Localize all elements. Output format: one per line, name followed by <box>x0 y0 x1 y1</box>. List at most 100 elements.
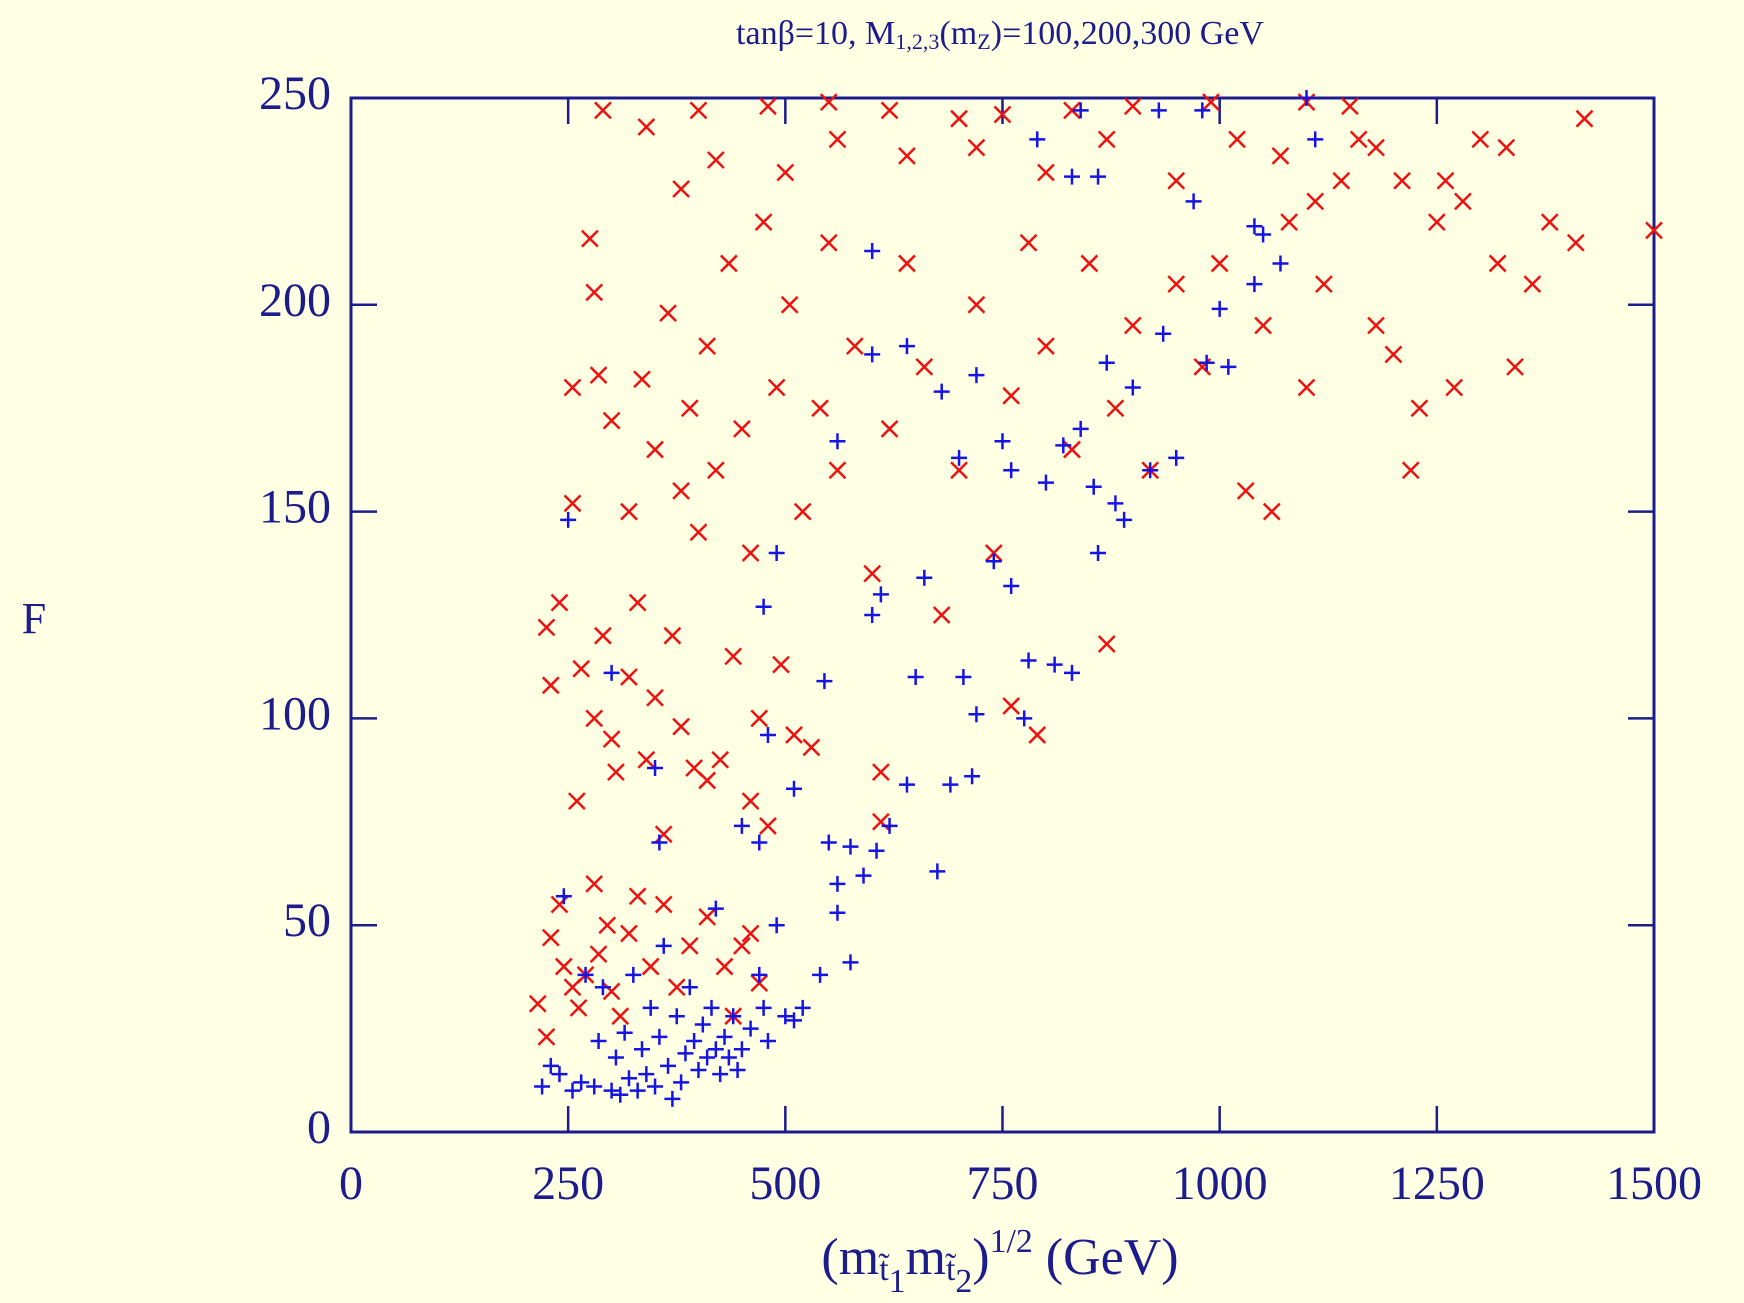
point <box>594 626 612 645</box>
point <box>1167 275 1186 294</box>
point <box>1063 664 1080 681</box>
x-tick-label: 1500 <box>1606 1157 1702 1210</box>
point <box>698 337 717 356</box>
point <box>794 999 811 1016</box>
point <box>537 1027 556 1046</box>
point <box>932 606 951 624</box>
x-label-part: (GeV) <box>1033 1229 1179 1286</box>
y-tick-label: 150 <box>259 481 331 534</box>
chart-title: tanβ=10, M1,2,3(mZ)=100,200,300 GeV <box>736 15 1264 54</box>
point <box>1367 138 1385 157</box>
point <box>689 523 708 542</box>
point <box>725 1008 742 1025</box>
point <box>819 233 838 252</box>
x-label-part: m <box>905 1229 945 1286</box>
point <box>711 750 730 769</box>
point <box>1211 300 1228 317</box>
point <box>1106 399 1125 418</box>
point <box>742 1020 759 1037</box>
point <box>1124 379 1141 396</box>
point <box>898 254 916 273</box>
point <box>759 97 777 116</box>
point <box>681 979 698 996</box>
point <box>1055 437 1072 454</box>
point <box>828 130 847 149</box>
point <box>594 979 611 996</box>
point <box>577 966 594 983</box>
point <box>755 598 772 615</box>
point <box>993 105 1012 124</box>
point <box>664 1090 681 1107</box>
point <box>1194 102 1211 119</box>
point <box>563 494 582 513</box>
point <box>786 780 803 797</box>
point <box>706 461 725 480</box>
point <box>585 709 604 728</box>
x-label-part: 1 <box>889 1263 906 1300</box>
point <box>1198 354 1215 371</box>
point <box>759 726 776 743</box>
point <box>864 607 881 623</box>
point <box>741 924 760 943</box>
point <box>1367 316 1385 335</box>
title-part: tanβ=10, M <box>736 15 895 52</box>
point <box>602 730 621 748</box>
point <box>1307 131 1324 148</box>
point <box>942 776 959 793</box>
point <box>654 895 673 914</box>
point <box>541 928 560 947</box>
point <box>1072 420 1089 437</box>
point <box>1566 233 1585 252</box>
point <box>842 954 859 971</box>
point <box>651 1028 668 1045</box>
point <box>1167 171 1186 190</box>
point <box>864 243 881 260</box>
point <box>1454 192 1472 211</box>
point <box>620 924 638 943</box>
point <box>534 1078 551 1095</box>
point <box>715 957 734 976</box>
point <box>585 283 604 302</box>
x-tick-label: 1000 <box>1172 1157 1268 1210</box>
point <box>767 378 786 397</box>
point <box>1272 255 1289 272</box>
point <box>707 1041 724 1058</box>
point <box>1085 478 1102 495</box>
point <box>660 1057 677 1074</box>
point <box>1297 378 1316 397</box>
point <box>1063 168 1080 185</box>
point <box>1063 440 1081 459</box>
point <box>634 1041 651 1058</box>
point <box>729 1061 746 1078</box>
point <box>712 1066 729 1083</box>
point <box>1401 461 1420 480</box>
point <box>819 93 838 112</box>
point <box>612 1086 629 1103</box>
point <box>1280 213 1299 231</box>
point <box>768 544 785 561</box>
point <box>1315 275 1333 294</box>
point <box>872 763 890 782</box>
x-tick-label: 250 <box>532 1157 604 1210</box>
point <box>1575 109 1594 128</box>
point <box>672 180 690 198</box>
point <box>872 586 889 603</box>
point <box>629 1082 646 1099</box>
point <box>759 1033 776 1050</box>
point <box>881 817 898 834</box>
point <box>550 895 569 914</box>
point <box>1028 726 1047 744</box>
point <box>755 999 772 1016</box>
title-part: (m <box>939 15 977 52</box>
point <box>646 688 664 707</box>
point <box>1185 193 1202 210</box>
point <box>898 776 915 793</box>
point <box>1155 325 1172 342</box>
point <box>985 553 1002 570</box>
point <box>698 771 717 790</box>
x-tick-label: 750 <box>967 1157 1039 1210</box>
point <box>898 147 916 165</box>
point <box>1341 97 1359 116</box>
point <box>569 999 588 1017</box>
point <box>816 673 833 690</box>
